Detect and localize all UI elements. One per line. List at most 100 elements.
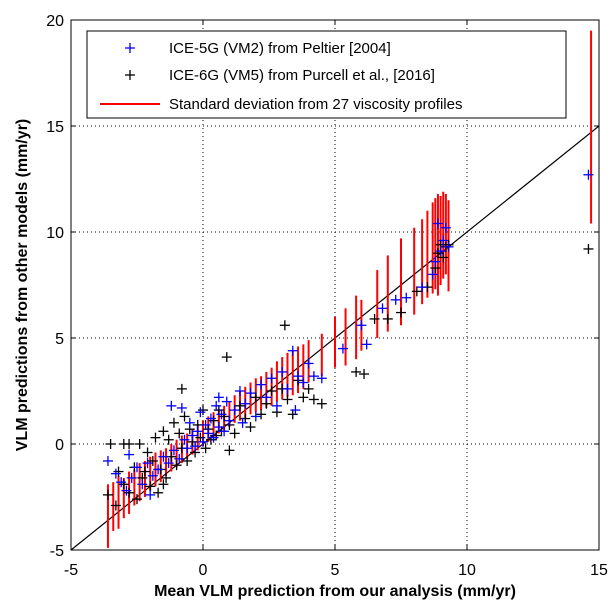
ice6g-point	[234, 400, 245, 411]
ice6g-point	[158, 479, 169, 490]
ice5g-point	[361, 339, 372, 350]
ice5g-point	[256, 379, 267, 390]
x-tick-label: 5	[331, 562, 340, 579]
ice6g-point	[229, 428, 240, 439]
ice6g-point	[168, 417, 179, 428]
legend-box	[86, 30, 567, 119]
ice6g-point	[308, 394, 319, 405]
ice6g-point	[150, 432, 161, 443]
x-axis-label: Mean VLM prediction from our analysis (m…	[154, 583, 516, 600]
ice5g-point	[184, 417, 195, 428]
x-tick-label: 10	[458, 562, 476, 579]
ice5g-point	[203, 428, 214, 439]
ice5g-point	[153, 464, 164, 475]
ice5g-point	[390, 294, 401, 305]
ice5g-point	[290, 405, 301, 416]
ice5g-point	[195, 407, 206, 418]
y-tick-label: 0	[55, 437, 64, 454]
ice6g-point	[432, 248, 443, 259]
ice6g-point	[411, 286, 422, 297]
ice6g-point	[198, 405, 208, 416]
ice5g-point	[166, 400, 177, 411]
ice6g-point	[105, 439, 116, 449]
ice6g-point	[153, 487, 164, 498]
y-tick-label: 5	[55, 331, 64, 348]
ice6g-point	[124, 439, 135, 449]
ice5g-point	[174, 453, 185, 464]
x-tick-label: 15	[590, 562, 608, 579]
ice5g-point	[282, 383, 293, 394]
ice5g-point	[198, 436, 208, 447]
ice5g-point	[316, 373, 327, 384]
ice6g-point	[139, 466, 150, 477]
ice6g-point	[171, 460, 182, 471]
ice5g-point	[435, 246, 446, 257]
ice5g-point	[303, 358, 314, 369]
ice6g-point	[102, 489, 113, 500]
ice6g-point	[298, 392, 309, 403]
ice6g-point	[132, 494, 142, 505]
ice5g-point	[126, 472, 137, 483]
ice5g-point	[430, 256, 441, 267]
ice5g-point	[137, 479, 148, 490]
legend-plus-ice6g	[125, 70, 135, 80]
ice6g-point	[200, 443, 211, 454]
ice6g-point	[282, 394, 293, 405]
ice6g-point	[219, 411, 230, 422]
ice6g-point	[316, 398, 327, 409]
ice5g-point	[168, 445, 179, 456]
ice5g-point	[176, 402, 187, 413]
ice6g-point	[351, 366, 362, 377]
ice5g-point	[229, 405, 240, 416]
ice5g-point	[142, 458, 153, 469]
ice5g-point	[261, 392, 272, 403]
ice5g-point	[213, 392, 224, 403]
y-tick-label: 20	[46, 13, 64, 30]
ice5g-point	[219, 426, 230, 437]
legend-label-std: Standard deviation from 27 viscosity pro…	[169, 96, 462, 113]
ice6g-point	[161, 472, 172, 483]
ice5g-point	[187, 430, 198, 441]
ice6g-point	[438, 252, 449, 263]
ice5g-point	[213, 422, 224, 433]
ice6g-point	[279, 320, 290, 331]
legend-plus-ice5g	[125, 43, 135, 53]
ice6g-point	[118, 479, 129, 490]
ice6g-point	[176, 383, 187, 394]
ice5g-point	[401, 292, 412, 303]
ice5g-point	[293, 371, 304, 382]
ice5g-point	[417, 282, 428, 293]
ice5g-point	[132, 462, 142, 473]
ice5g-point	[240, 398, 251, 409]
x-tick-label: 0	[199, 562, 208, 579]
legend: ICE-5G (VM2) from Peltier [2004] ICE-6G …	[86, 30, 567, 119]
ice5g-point	[147, 470, 158, 481]
ice5g-point	[121, 485, 132, 496]
legend-marker-ice5g	[125, 43, 135, 53]
ice6g-point	[256, 409, 267, 420]
ice6g-point	[266, 386, 277, 396]
ice6g-point	[287, 409, 298, 420]
ice6g-point	[195, 432, 206, 443]
ice6g-point	[179, 411, 190, 422]
ice6g-point	[303, 383, 314, 394]
ice5g-point	[102, 455, 113, 466]
ice5g-point	[427, 269, 438, 280]
ice5g-point	[216, 409, 227, 420]
legend-label-ice5g: ICE-5G (VM2) from Peltier [2004]	[169, 40, 391, 57]
ice5g-point	[266, 373, 277, 384]
ice5g-point	[250, 411, 261, 422]
ice5g-points	[102, 169, 594, 500]
y-tick-label: 10	[46, 225, 64, 242]
ice6g-point	[182, 455, 193, 466]
ice6g-point	[134, 439, 145, 449]
ice5g-point	[443, 241, 454, 252]
ice6g-point	[240, 413, 251, 424]
ice5g-point	[277, 366, 288, 377]
ice5g-point	[192, 426, 203, 437]
ice6g-point	[221, 352, 232, 363]
ice5g-point	[205, 413, 216, 424]
ice5g-point	[298, 377, 309, 388]
ice6g-point	[208, 415, 219, 426]
ice5g-point	[179, 434, 190, 445]
